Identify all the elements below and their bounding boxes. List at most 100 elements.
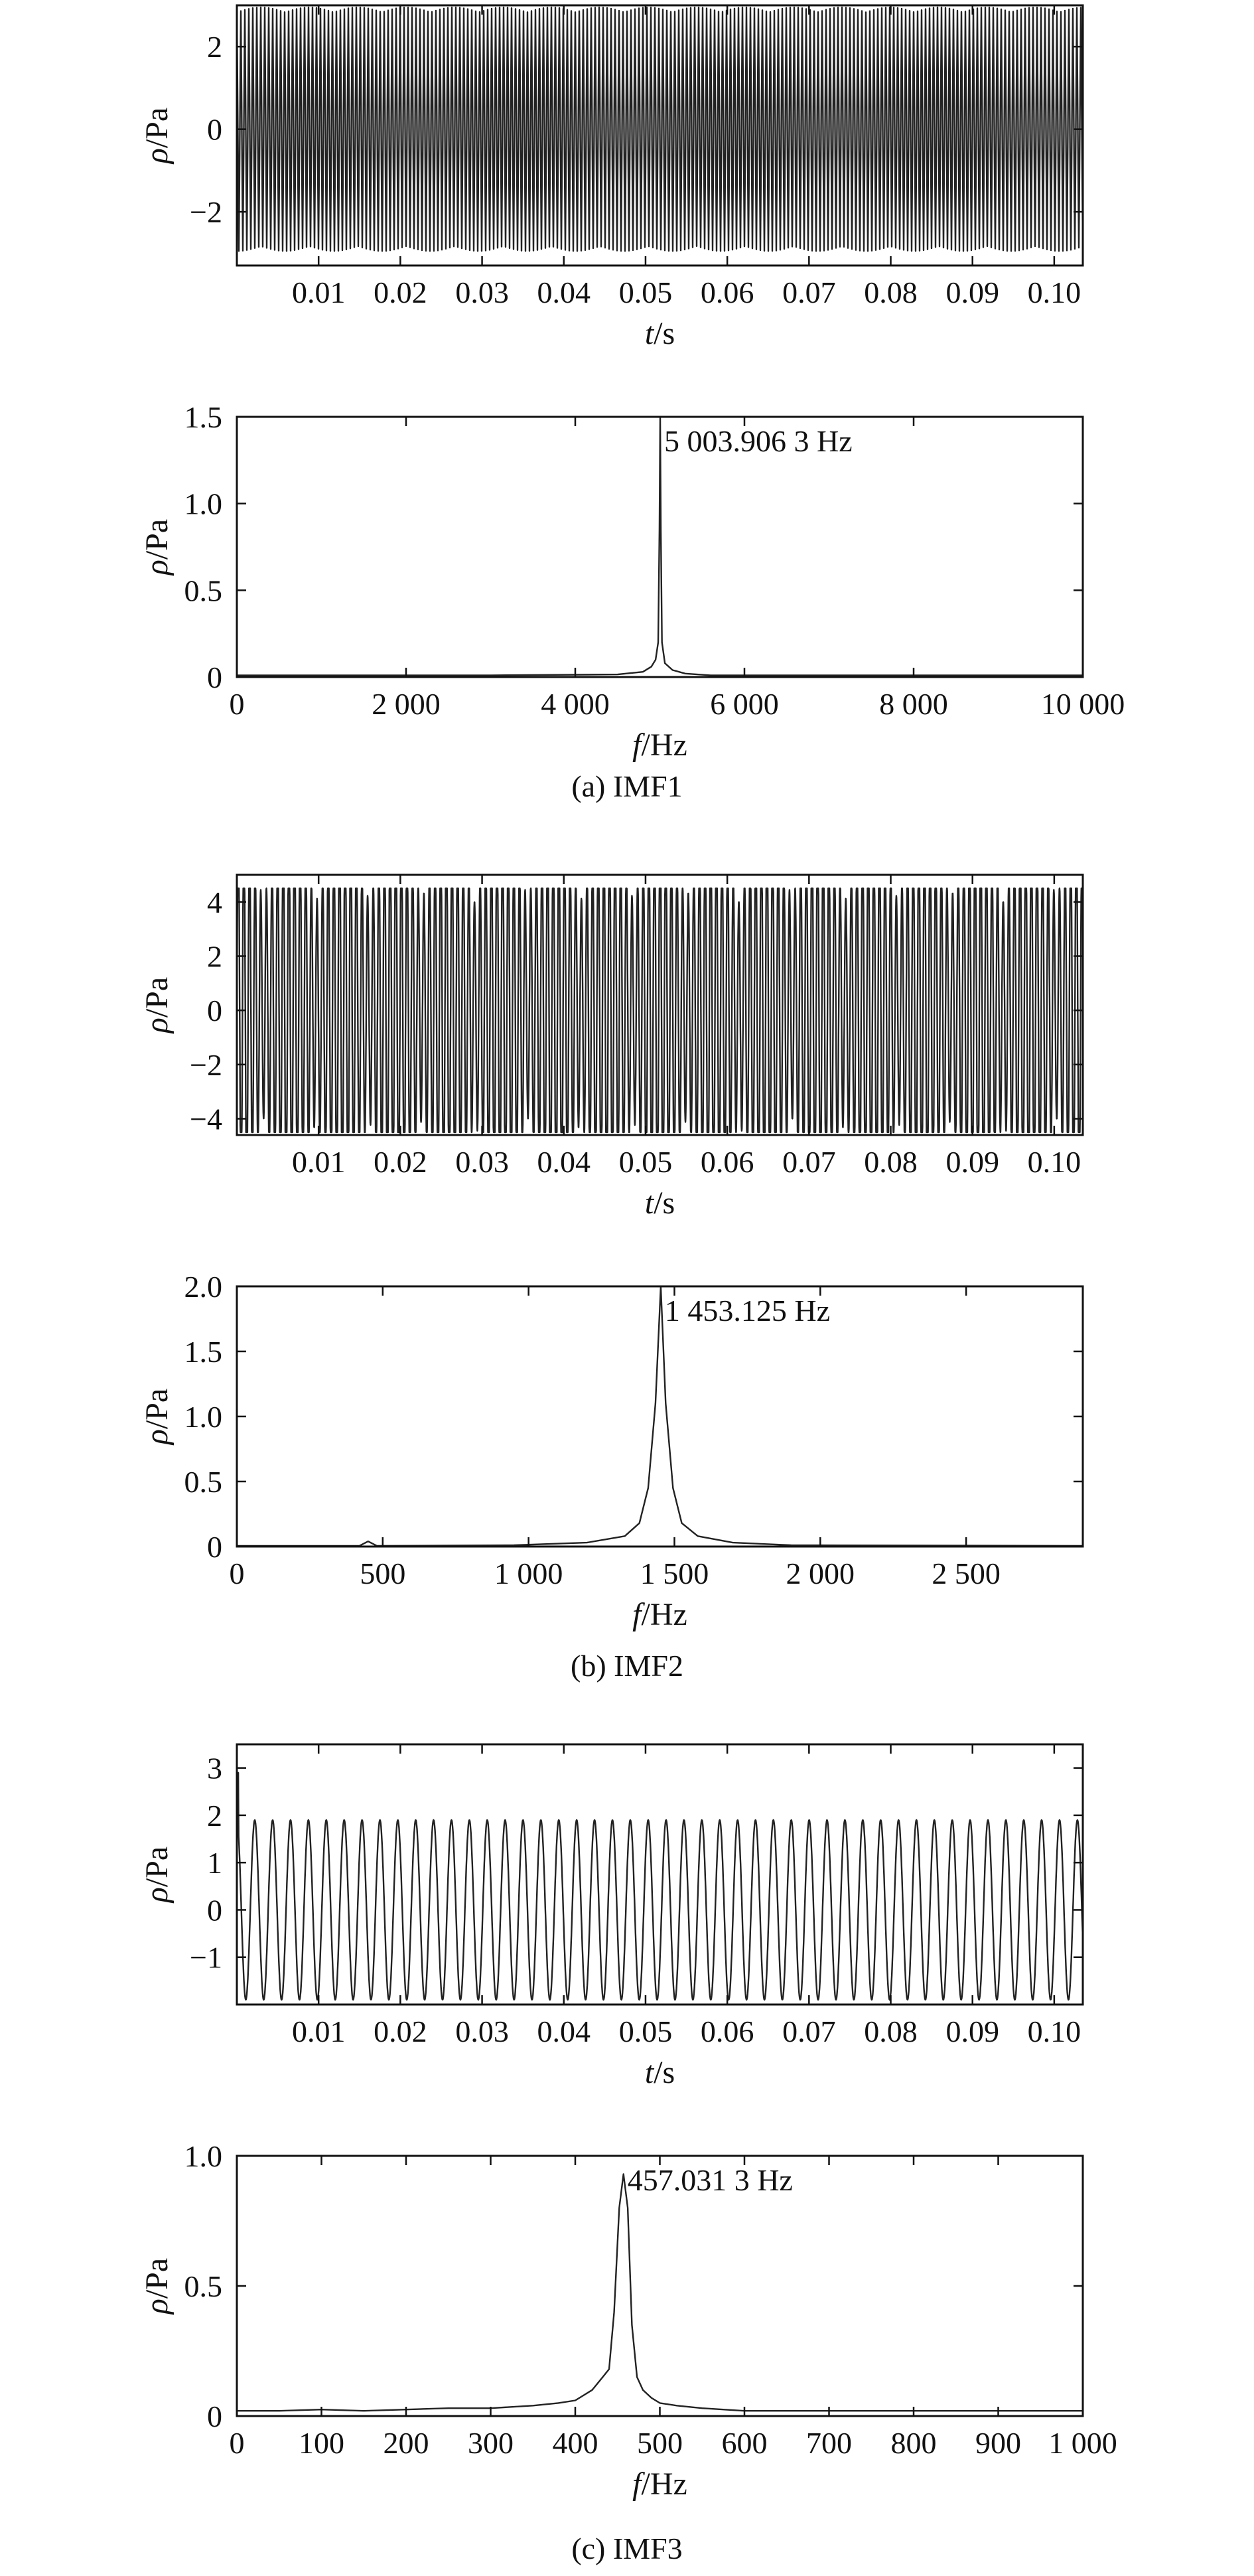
x-tick-label: 500 — [360, 1556, 405, 1590]
y-tick-label: −2 — [190, 1048, 222, 1082]
y-tick-label: 0.5 — [184, 2269, 223, 2303]
y-tick-label: 0 — [207, 660, 222, 694]
x-axis-label: f/Hz — [632, 1597, 687, 1632]
x-tick-label: 0.05 — [619, 2014, 673, 2048]
plot-frame — [236, 873, 1084, 1136]
x-axis-label: f/Hz — [632, 727, 687, 763]
x-tick-label: 0.08 — [864, 2014, 918, 2048]
plot-frame — [236, 1285, 1084, 1548]
y-tick-label: 0 — [207, 1530, 222, 1564]
x-tick-label: 0.10 — [1028, 275, 1081, 309]
y-tick-label: 0.5 — [184, 573, 223, 607]
x-tick-label: 0.09 — [945, 2014, 999, 2048]
x-tick-label: 2 000 — [786, 1556, 855, 1590]
x-tick-label: 0.03 — [455, 2014, 509, 2048]
x-axis-label-unit: /Hz — [642, 2466, 687, 2502]
x-tick-label: 0.01 — [292, 1145, 346, 1179]
x-tick-label: 10 000 — [1041, 687, 1125, 721]
x-axis-label: t/s — [645, 2055, 675, 2090]
y-axis-label-var: ρ — [139, 2299, 174, 2315]
y-axis-label: ρ/Pa — [139, 1389, 174, 1446]
y-tick-label: 1.0 — [184, 1400, 223, 1434]
x-tick-label: 0.06 — [701, 2014, 754, 2048]
x-tick-label: 0.03 — [455, 275, 509, 309]
x-tick-label: 0.01 — [292, 2014, 346, 2048]
y-tick-label: −1 — [190, 1941, 222, 1975]
x-tick-label: 0 — [230, 1556, 245, 1590]
x-tick-label: 300 — [468, 2426, 514, 2460]
x-axis-label-unit: /Hz — [642, 1597, 687, 1632]
chart-imf3-time: 0.01 0.02 0.03 0.04 0.05 0.06 0.07 0.08 0.09 0.10… — [139, 1743, 1084, 2090]
x-tick-label: 0.04 — [537, 2014, 591, 2048]
y-tick-label: 1 — [207, 1846, 222, 1880]
y-axis-label-var: ρ — [139, 560, 174, 576]
x-tick-label: 0.01 — [292, 275, 346, 309]
x-tick-label: 0.02 — [374, 2014, 427, 2048]
series-line — [237, 417, 1083, 676]
y-tick-label: 2.0 — [184, 1270, 223, 1304]
y-axis-label-var: ρ — [139, 1018, 174, 1034]
chart-imf3-spectrum: 0 100 200 300 400 500 600 700 800 900 1 000 0 0.5 1.0… — [139, 2139, 1117, 2502]
x-tick-label: 8 000 — [879, 687, 948, 721]
y-axis-label-unit: /Pa — [139, 2258, 174, 2299]
x-tick-label: 800 — [891, 2426, 937, 2460]
y-tick-label: 1.0 — [184, 487, 223, 521]
x-tick-label: 1 000 — [1048, 2426, 1117, 2460]
x-axis-label-unit: /s — [654, 2055, 675, 2090]
x-tick-label: 2 500 — [932, 1556, 1001, 1590]
y-axis-label: ρ/Pa — [139, 108, 174, 165]
peak-annotation: 1 453.125 Hz — [665, 1294, 830, 1327]
x-tick-label: 0.07 — [782, 1145, 836, 1179]
series-line — [237, 1772, 1083, 2001]
x-axis-label-unit: /s — [654, 316, 675, 351]
x-tick-label: 0.05 — [619, 275, 673, 309]
y-axis-label-var: ρ — [139, 148, 174, 165]
y-axis-label-unit: /Pa — [139, 108, 174, 148]
caption-imf3: (c) IMF3 — [571, 2532, 682, 2565]
y-tick-label: 3 — [207, 1752, 222, 1785]
x-tick-label: 6 000 — [710, 687, 779, 721]
x-tick-label: 0.08 — [864, 1145, 918, 1179]
x-tick-label: 0.04 — [537, 1145, 591, 1179]
x-tick-label: 400 — [553, 2426, 598, 2460]
x-tick-label: 0.03 — [455, 1145, 509, 1179]
x-tick-label: 0.06 — [701, 1145, 754, 1179]
x-axis-label-var: t — [645, 2055, 655, 2090]
plot-frame — [236, 416, 1084, 678]
chart-imf2-time: 0.01 0.02 0.03 0.04 0.05 0.06 0.07 0.08 0.09 0.10… — [139, 873, 1084, 1221]
peak-annotation: 5 003.906 3 Hz — [664, 424, 853, 458]
y-axis-label-var: ρ — [139, 1887, 174, 1904]
y-tick-label: 0 — [207, 113, 222, 147]
y-axis-label-unit: /Pa — [139, 977, 174, 1018]
y-tick-label: 2 — [207, 1799, 222, 1833]
x-tick-label: 1 000 — [494, 1556, 563, 1590]
x-tick-label: 600 — [722, 2426, 768, 2460]
y-tick-label: 4 — [207, 885, 222, 919]
x-tick-label: 0.10 — [1028, 2014, 1081, 2048]
series-line — [237, 1286, 1083, 1547]
x-tick-label: 0.02 — [374, 275, 427, 309]
x-axis-label-var: t — [645, 1185, 655, 1221]
caption-imf2: (b) IMF2 — [571, 1649, 683, 1683]
x-tick-label: 0.10 — [1028, 1145, 1081, 1179]
x-tick-label: 0.09 — [945, 1145, 999, 1179]
x-tick-label: 500 — [637, 2426, 683, 2460]
x-tick-label: 4 000 — [541, 687, 610, 721]
x-tick-label: 0.06 — [701, 275, 754, 309]
y-tick-label: 1.5 — [184, 400, 223, 434]
x-tick-label: 100 — [299, 2426, 344, 2460]
plot-frame — [236, 4, 1084, 267]
y-axis-label-unit: /Pa — [139, 1389, 174, 1429]
plots-container: 0.01 0.02 0.03 0.04 0.05 0.06 0.07 0.08 0.09 0.10… — [139, 4, 1125, 2502]
x-axis-label: f/Hz — [632, 2466, 687, 2502]
y-tick-label: 0 — [207, 2399, 222, 2433]
series-line — [237, 887, 1083, 1134]
peak-annotation: 457.031 3 Hz — [628, 2163, 793, 2197]
x-tick-label: 0.09 — [945, 275, 999, 309]
x-tick-label: 0.07 — [782, 2014, 836, 2048]
x-axis-label-unit: /s — [654, 1185, 675, 1221]
x-tick-label: 0.05 — [619, 1145, 673, 1179]
y-tick-label: −4 — [190, 1102, 222, 1136]
y-tick-label: 0.5 — [184, 1465, 223, 1499]
